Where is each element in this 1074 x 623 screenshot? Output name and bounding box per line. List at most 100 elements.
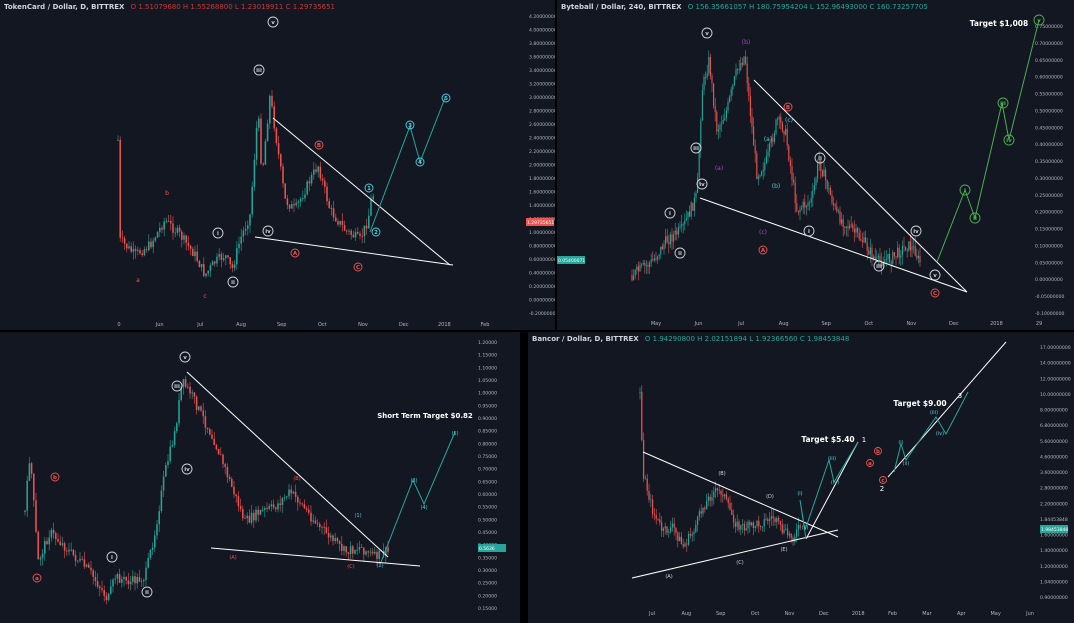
candle-body <box>709 56 711 76</box>
wave-1: 1 <box>862 436 866 444</box>
wave-2: (2) <box>376 563 383 569</box>
candle-body <box>783 529 785 533</box>
candle-body <box>332 535 334 541</box>
candle-body <box>653 258 655 261</box>
target-label: Target $1,008 <box>970 19 1029 28</box>
candle-body <box>730 89 732 97</box>
candle-body <box>647 265 649 267</box>
candle-body <box>35 500 37 532</box>
candle-body <box>363 547 365 555</box>
symbol-label[interactable]: TokenCard / Dollar, D, BITTREX <box>4 3 125 11</box>
candle-body <box>794 182 796 204</box>
candle-body <box>664 526 666 529</box>
arrow-shaft-1 <box>805 441 859 540</box>
p4-y-tick-label: 1.40000000 <box>1040 548 1068 554</box>
candle-body <box>148 241 150 250</box>
candle-body <box>125 576 127 581</box>
candle-body <box>698 149 700 178</box>
candle-body <box>325 527 328 533</box>
candle-body <box>786 128 788 146</box>
wave-ii-marker <box>141 586 153 598</box>
candle-body <box>275 507 277 510</box>
candle-body <box>110 586 112 594</box>
candle-body <box>797 210 799 213</box>
candle-body <box>126 243 128 249</box>
wave-v-3: v <box>1037 18 1041 24</box>
candle-body <box>343 546 345 551</box>
chart-svg[interactable]: 1.20000 1.15000 1.10000 1.05000 1.00000 0.950… <box>0 332 520 623</box>
candle-body <box>216 256 218 264</box>
candle-body <box>729 503 731 510</box>
p2-y-tick-label: 0.65000000 <box>1035 58 1063 64</box>
chart-svg[interactable]: 4.20000000 4.00000000 3.80000000 3.60000000… <box>0 0 555 330</box>
candle-body <box>112 579 114 587</box>
candle-body <box>33 473 35 501</box>
candle-body <box>283 497 286 499</box>
candle-body <box>72 549 75 556</box>
candle-body <box>821 170 823 177</box>
candle-body <box>716 488 719 490</box>
wave-C: (C) <box>736 560 743 566</box>
candle-body <box>719 124 721 130</box>
candle-body <box>162 476 165 491</box>
candle-body <box>134 576 136 584</box>
p2-y-tick-label: 0.35000000 <box>1035 159 1063 165</box>
wave-B-marker <box>783 102 793 112</box>
candle-body <box>48 537 50 545</box>
wave-ii-3: ii <box>973 216 977 222</box>
candle-body <box>657 518 659 520</box>
p3-y-tick-label: 1.15000 <box>478 353 497 359</box>
candle-body <box>743 56 745 65</box>
candle-body <box>90 567 92 571</box>
candle-body <box>123 238 126 244</box>
chart-svg[interactable]: 0.75000000 0.70000000 0.65000000 0.60000000… <box>557 0 1074 330</box>
candle-body <box>853 229 855 233</box>
candle-body <box>288 204 291 209</box>
candle-body <box>733 76 735 85</box>
candle-body <box>356 549 358 551</box>
wave-b: (b) <box>742 39 751 46</box>
p2-y-tick-label: 0.40000000 <box>1035 142 1063 148</box>
p3-y-tick-label: 0.55000 <box>478 505 497 511</box>
candle-body <box>308 181 311 184</box>
p1-y-tick-label: 3.80000000 <box>529 41 555 47</box>
symbol-label[interactable]: Bancor / Dollar, D, BITTREX <box>532 335 639 343</box>
candle-body <box>650 499 652 501</box>
candle-body <box>272 504 275 508</box>
candle-body <box>681 224 683 227</box>
wave-iii-2: (iii) <box>930 410 938 416</box>
chart-svg[interactable]: 17.00000000 14.00000000 12.00000000 10.0000… <box>528 332 1074 623</box>
p1-x-tick-label: 0 <box>117 322 120 328</box>
price-tag: 0.5636 <box>479 546 495 552</box>
candle-body <box>897 247 899 257</box>
candle-body <box>903 246 905 247</box>
candle-body <box>269 95 271 124</box>
p2-y-tick-label: 0.20000000 <box>1035 210 1063 216</box>
candle-body <box>308 509 310 513</box>
p1-x-tick-label: Oct <box>318 322 327 328</box>
candle-body <box>866 242 868 251</box>
wave-2-marker <box>371 227 381 237</box>
wave-iv-marker <box>262 225 274 237</box>
wave-ii-2-marker <box>814 152 826 164</box>
p4-x-tick-label: Jun <box>1025 611 1034 617</box>
candle-body <box>852 224 854 230</box>
wave-4: 4 <box>418 160 422 166</box>
candle-body <box>842 219 844 228</box>
candle-body <box>767 519 769 522</box>
wave-c: c <box>203 293 206 300</box>
p1-y-tick-label: 1.60000000 <box>529 190 555 196</box>
wave-1-marker <box>364 183 374 193</box>
candle-body <box>826 180 828 189</box>
candle-body <box>251 186 253 215</box>
wave-b: b <box>53 475 57 481</box>
candle-body <box>689 533 692 536</box>
candle-body <box>37 531 39 560</box>
p4-x-tick-label: 2018 <box>852 611 865 617</box>
candle-body <box>310 512 312 522</box>
candle-body <box>655 258 657 260</box>
candle-body <box>714 488 717 492</box>
symbol-label[interactable]: Byteball / Dollar, 240, BITTREX <box>561 3 682 11</box>
wave-ii: (ii) <box>802 525 809 531</box>
candle-body <box>718 489 720 491</box>
